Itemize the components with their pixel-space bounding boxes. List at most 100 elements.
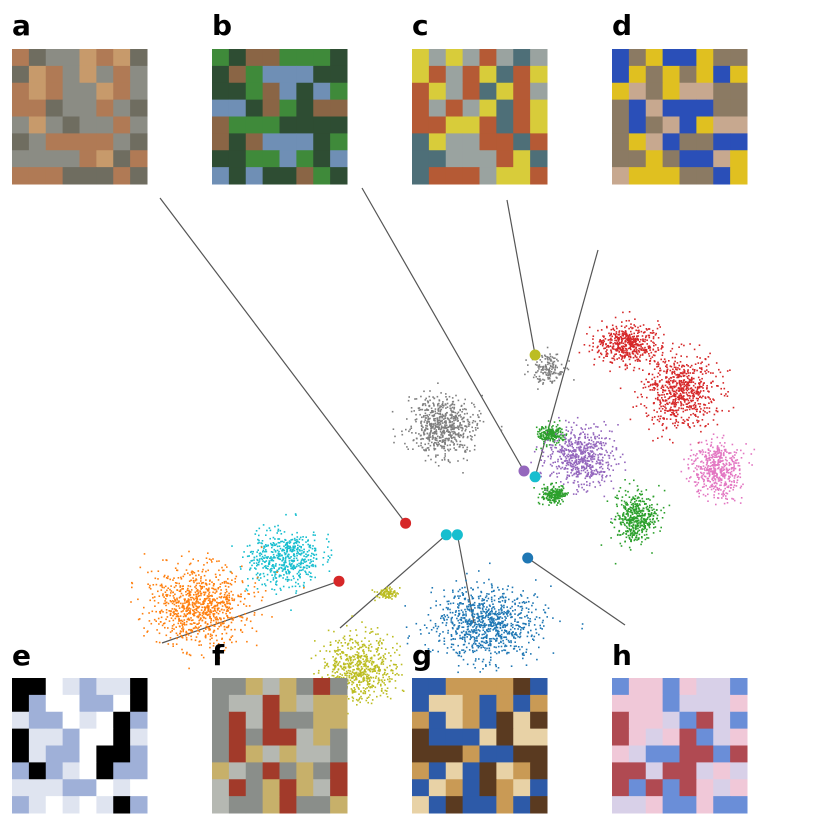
data-point	[634, 318, 636, 320]
data-point	[703, 468, 705, 470]
data-point	[170, 610, 172, 612]
data-point	[203, 598, 206, 600]
data-point	[247, 578, 249, 580]
data-point	[215, 588, 217, 591]
data-point	[546, 493, 549, 496]
data-point	[733, 456, 735, 459]
data-point	[552, 438, 554, 441]
data-point	[619, 516, 621, 519]
data-point	[672, 409, 674, 411]
data-point	[564, 467, 566, 469]
data-point	[633, 533, 635, 536]
data-point	[130, 601, 132, 603]
data-point	[567, 464, 570, 466]
data-point	[686, 406, 689, 408]
data-point	[277, 528, 280, 531]
data-point	[715, 362, 718, 364]
data-point	[234, 577, 237, 580]
data-point	[437, 382, 439, 384]
data-point	[207, 603, 209, 605]
data-point	[185, 591, 187, 593]
data-point	[556, 366, 558, 369]
data-point	[636, 512, 639, 514]
data-point	[549, 446, 552, 449]
data-point	[677, 413, 679, 416]
data-point	[219, 617, 221, 619]
data-point	[542, 378, 544, 381]
data-point	[632, 496, 634, 498]
data-point	[630, 503, 633, 506]
data-point	[300, 546, 302, 549]
data-point	[632, 406, 634, 408]
data-point	[572, 453, 574, 455]
data-point	[664, 400, 666, 402]
data-point	[288, 579, 290, 581]
data-point	[618, 333, 620, 336]
data-point	[659, 403, 661, 406]
data-point	[309, 559, 312, 561]
data-point	[692, 462, 695, 465]
data-point	[693, 470, 695, 473]
data-point	[635, 508, 637, 510]
data-point	[547, 439, 549, 442]
data-point	[595, 473, 598, 476]
data-point	[661, 384, 664, 387]
data-point	[443, 430, 445, 432]
data-point	[462, 420, 464, 423]
data-point	[539, 380, 541, 382]
data-point	[542, 367, 544, 370]
data-point	[641, 516, 643, 519]
data-point	[714, 452, 716, 455]
data-point	[578, 447, 581, 450]
data-point	[451, 406, 454, 409]
data-point	[160, 583, 163, 586]
data-point	[709, 450, 712, 452]
data-point	[553, 439, 555, 441]
data-point	[640, 338, 642, 341]
data-point	[670, 377, 673, 379]
data-point	[427, 442, 430, 445]
data-point	[447, 431, 450, 433]
data-point	[451, 423, 453, 426]
data-point	[617, 347, 620, 349]
data-point	[427, 447, 430, 449]
data-point	[582, 461, 584, 464]
data-point	[704, 475, 707, 478]
data-point	[260, 542, 262, 544]
data-point	[576, 446, 578, 449]
data-point	[625, 335, 627, 338]
data-point	[436, 418, 439, 420]
data-point	[697, 394, 700, 396]
data-point	[737, 475, 740, 478]
data-point	[636, 489, 639, 492]
data-point	[418, 409, 420, 411]
data-point	[708, 452, 710, 454]
data-point	[544, 358, 547, 360]
data-point	[458, 432, 460, 434]
data-point	[561, 447, 563, 450]
data-point	[562, 485, 564, 488]
data-point	[460, 424, 463, 426]
data-point	[175, 608, 177, 611]
data-point	[273, 548, 276, 551]
data-point	[271, 546, 273, 549]
data-point	[302, 569, 304, 571]
data-point	[261, 542, 263, 545]
data-point	[565, 433, 568, 435]
data-point	[546, 495, 549, 498]
data-point	[212, 631, 215, 633]
data-point	[658, 484, 660, 487]
data-point	[614, 342, 616, 344]
data-point	[246, 589, 249, 592]
data-point	[311, 552, 313, 555]
data-point	[212, 584, 215, 587]
data-point	[632, 529, 635, 531]
data-point	[700, 461, 702, 463]
data-point	[694, 382, 697, 385]
data-point	[706, 461, 708, 464]
data-point	[683, 385, 685, 388]
data-point	[437, 404, 439, 407]
data-point	[450, 404, 452, 406]
data-point	[215, 634, 217, 637]
data-point	[270, 569, 273, 572]
